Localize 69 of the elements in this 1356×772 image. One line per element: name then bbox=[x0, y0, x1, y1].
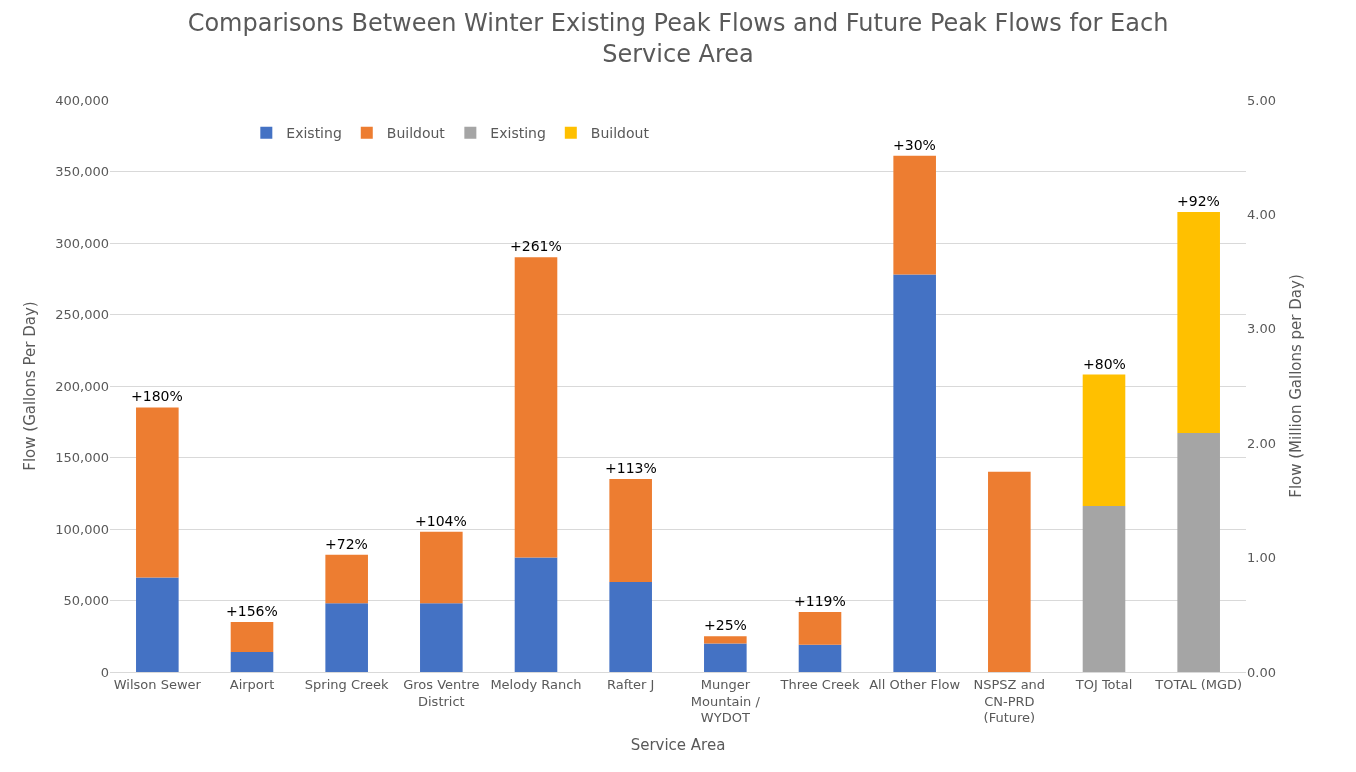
bar bbox=[1177, 432, 1220, 672]
annotation: +92% bbox=[1177, 193, 1220, 209]
y-axis-title: Flow (Gallons Per Day) bbox=[21, 301, 40, 471]
x-tick-label: Spring Creek bbox=[304, 676, 390, 692]
annotation: +25% bbox=[704, 617, 747, 633]
legend-label: Existing bbox=[490, 125, 546, 142]
bar bbox=[893, 155, 936, 275]
annotation: +180% bbox=[131, 388, 183, 404]
annotation: +72% bbox=[325, 536, 368, 552]
x-axis-title: Service Area bbox=[630, 736, 726, 755]
annotation: +104% bbox=[415, 513, 467, 529]
y2-tick-label: 3.00 bbox=[1247, 321, 1276, 337]
bar bbox=[514, 257, 558, 558]
x-tick-label: TOJ Total bbox=[1074, 676, 1133, 692]
bar bbox=[1082, 374, 1126, 507]
bar bbox=[609, 478, 652, 582]
annotation: +113% bbox=[605, 460, 657, 476]
bar bbox=[514, 557, 558, 672]
bar bbox=[798, 611, 842, 645]
annotation: +261% bbox=[510, 238, 562, 254]
annotation: +80% bbox=[1083, 356, 1126, 372]
x-tick-label: Wilson Sewer bbox=[113, 676, 202, 692]
y2-tick-label: 2.00 bbox=[1247, 435, 1276, 451]
legend-label: Buildout bbox=[386, 125, 446, 142]
bar bbox=[325, 603, 368, 672]
y-tick-label: 250,000 bbox=[55, 307, 109, 323]
bar bbox=[420, 531, 463, 604]
y2-tick-label: 5.00 bbox=[1247, 92, 1276, 108]
bar bbox=[988, 471, 1031, 672]
x-tick-label: Melody Ranch bbox=[490, 676, 582, 692]
x-tick-label: Munger Mountain / WYDOT bbox=[690, 676, 761, 726]
y2-tick-label: 0.00 bbox=[1247, 664, 1276, 680]
y-tick-label: 0 bbox=[100, 664, 109, 680]
y-tick-label: 150,000 bbox=[55, 450, 109, 466]
y-tick-label: 400,000 bbox=[55, 92, 109, 108]
bar bbox=[893, 274, 936, 672]
x-tick-label: Three Creek bbox=[779, 676, 860, 692]
bar bbox=[136, 577, 179, 672]
bar bbox=[420, 603, 463, 672]
legend-label: Existing bbox=[286, 125, 342, 142]
x-tick-label: Rafter J bbox=[606, 676, 655, 692]
x-tick-label: NSPSZ and CN-PRD (Future) bbox=[973, 676, 1046, 726]
x-tick-label: Airport bbox=[229, 676, 275, 692]
y-tick-label: 100,000 bbox=[55, 521, 109, 537]
annotation: +156% bbox=[226, 603, 278, 619]
y2-axis-title: Flow (Million Gallons per Day) bbox=[1286, 274, 1305, 498]
y-tick-label: 50,000 bbox=[63, 593, 109, 609]
bar bbox=[1082, 506, 1126, 672]
chart-title: Comparisons Between Winter Existing Peak Flows and Future Peak Flows for Each Service Area bbox=[187, 8, 1169, 69]
bar bbox=[230, 621, 274, 652]
y2-tick-label: 4.00 bbox=[1247, 206, 1276, 222]
annotation: +30% bbox=[893, 137, 936, 153]
y-tick-label: 300,000 bbox=[55, 235, 109, 251]
bar bbox=[704, 643, 747, 672]
x-tick-label: TOTAL (MGD) bbox=[1154, 676, 1243, 692]
x-tick-label: Gros Ventre District bbox=[403, 676, 480, 709]
y2-tick-label: 1.00 bbox=[1247, 550, 1276, 566]
bar bbox=[609, 581, 652, 672]
legend-label: Buildout bbox=[590, 125, 650, 142]
annotation: +119% bbox=[794, 593, 846, 609]
y-tick-label: 350,000 bbox=[55, 164, 109, 180]
bar bbox=[230, 651, 274, 672]
bar bbox=[798, 644, 842, 672]
x-tick-label: All Other Flow bbox=[869, 676, 961, 692]
bar bbox=[325, 554, 368, 604]
y-tick-label: 200,000 bbox=[55, 378, 109, 394]
bar bbox=[1177, 212, 1220, 433]
bar bbox=[136, 407, 179, 578]
bar bbox=[704, 636, 747, 644]
